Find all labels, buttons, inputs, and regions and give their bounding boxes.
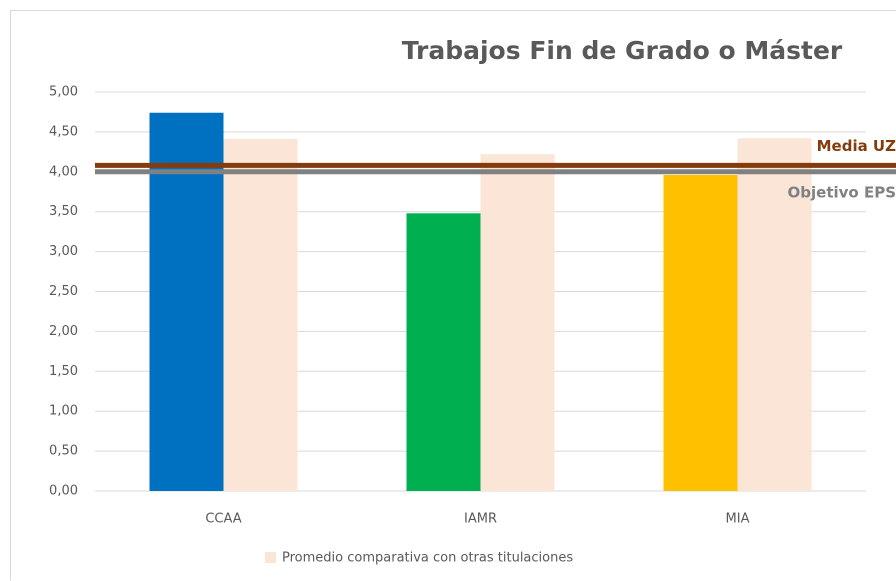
bar xyxy=(223,139,298,491)
legend-label: Promedio comparativa con otras titulacio… xyxy=(282,551,573,566)
y-tick-label: 1,50 xyxy=(49,364,78,379)
chart-title: Trabajos Fin de Grado o Máster xyxy=(402,36,843,65)
y-tick-label: 3,00 xyxy=(49,244,78,259)
y-tick-label: 0,50 xyxy=(49,444,78,459)
bar xyxy=(663,174,738,491)
y-tick-label: 4,50 xyxy=(49,124,78,139)
bar xyxy=(149,112,224,492)
y-tick-label: 2,50 xyxy=(49,284,78,299)
bar xyxy=(737,138,812,491)
x-tick-label: MIA xyxy=(726,512,750,527)
bar xyxy=(406,213,481,491)
y-tick-label: 2,00 xyxy=(49,324,78,339)
bar xyxy=(480,154,555,491)
chart-border xyxy=(10,10,896,581)
reference-label: Objetivo EPS xyxy=(788,183,896,201)
reference-label: Media UZ xyxy=(817,137,896,155)
y-tick-label: 4,00 xyxy=(49,164,78,179)
x-tick-label: IAMR xyxy=(464,512,497,527)
y-tick-label: 5,00 xyxy=(49,85,78,100)
x-tick-label: CCAA xyxy=(205,512,241,527)
y-tick-label: 1,00 xyxy=(49,404,78,419)
y-tick-label: 0,00 xyxy=(49,484,78,499)
legend-swatch xyxy=(265,552,276,563)
y-tick-label: 3,50 xyxy=(49,204,78,219)
